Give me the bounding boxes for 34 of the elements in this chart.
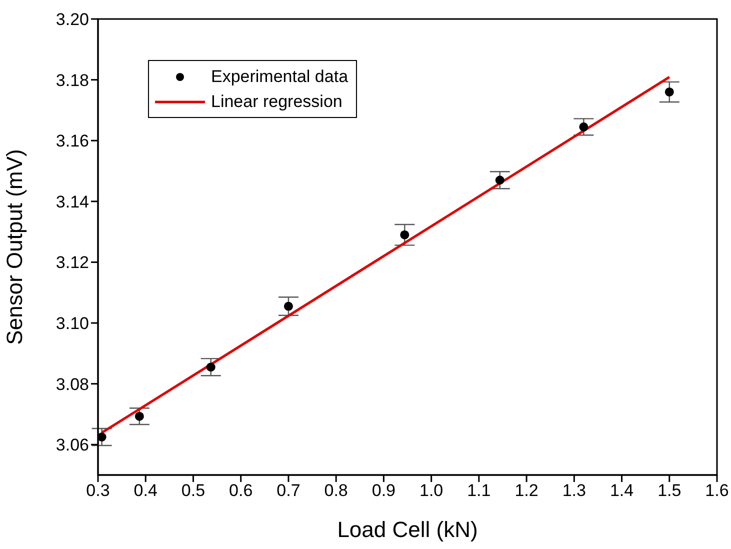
point (134, 412, 144, 421)
x-tick-label: 1.6 (705, 481, 729, 500)
x-tick-label: 0.3 (86, 481, 110, 500)
y-tick-label: 3.06 (56, 436, 89, 455)
y-tick-label: 3.14 (56, 192, 89, 212)
legend-label: Experimental data (211, 66, 348, 86)
x-tick-label: 1.3 (562, 481, 586, 500)
legend-label: Linear regression (211, 92, 342, 112)
y-axis-title: Sensor Output (mV) (2, 149, 27, 345)
y-tick-label: 3.12 (56, 253, 89, 272)
point (579, 122, 588, 132)
x-tick-label: 1.5 (658, 481, 682, 500)
point (664, 87, 674, 96)
x-tick-label: 1.4 (610, 481, 634, 500)
point (284, 302, 293, 311)
y-tick-label: 3.20 (56, 10, 89, 30)
x-tick-label: 0.6 (229, 481, 253, 500)
x-tick-label: 0.8 (324, 481, 348, 500)
x-tick-label: 1.1 (467, 481, 491, 500)
y-tick-label: 3.08 (56, 374, 89, 394)
x-tick-label: 0.4 (134, 481, 158, 500)
x-tick-label: 0.5 (181, 481, 206, 500)
y-tick-label: 3.18 (56, 70, 89, 90)
y-tick-label: 3.16 (56, 132, 89, 151)
x-tick-label: 0.9 (372, 481, 396, 500)
y-tick-label: 3.10 (56, 314, 89, 334)
x-axis-title: Load Cell (kN) (337, 517, 478, 542)
point (206, 362, 216, 372)
point (400, 230, 410, 240)
x-tick-label: 1.0 (419, 481, 444, 500)
point (98, 432, 106, 442)
x-tick-label: 0.7 (276, 481, 300, 500)
point (495, 176, 504, 185)
x-tick-label: 1.2 (514, 481, 538, 500)
